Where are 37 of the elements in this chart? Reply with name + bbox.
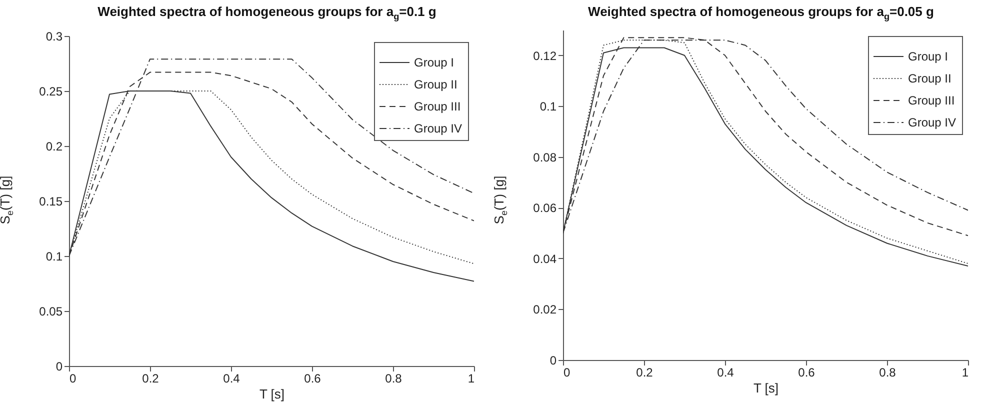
legend-label: Group II: [414, 78, 458, 92]
chart-title: Weighted spectra of homogeneous groups for a$_{g}$=0.05 g: [587, 4, 935, 22]
x-tick-label: 0.2: [636, 366, 654, 380]
chart-title: Weighted spectra of homogeneous groups for a$_{g}$=0.1 g: [96, 4, 438, 22]
x-tick-label: 0.6: [798, 366, 816, 380]
x-tick-label: 0.2: [142, 372, 160, 386]
y-tick-label: 0.05: [39, 304, 63, 318]
y-tick-label: 0.1: [46, 250, 63, 264]
x-tick-label: 0.8: [879, 366, 896, 380]
y-tick-label: 0.2: [46, 140, 63, 154]
legend-label: Group III: [414, 100, 461, 114]
y-tick-label: 0.25: [39, 84, 63, 98]
legend-label: Group IV: [414, 122, 462, 136]
legend-label: Group I: [414, 56, 454, 70]
legend-label: Group IV: [908, 116, 956, 130]
x-tick-label: 0.4: [717, 366, 734, 380]
y-tick-label: 0.02: [533, 302, 557, 317]
x-tick-label: 1: [962, 366, 969, 380]
x-tick-label: 0.4: [223, 372, 240, 386]
y-tick-label: 0.04: [533, 252, 557, 266]
x-tick-label: 0: [70, 372, 76, 386]
x-tick-label: 0.6: [304, 372, 322, 386]
legend-label: Group III: [908, 94, 955, 108]
x-tick-label: 0.8: [385, 372, 402, 386]
y-tick-label: 0.3: [46, 30, 63, 44]
y-tick-label: 0.08: [533, 150, 557, 164]
y-tick-label: 0.06: [533, 201, 557, 216]
x-tick-label: 1: [468, 372, 475, 386]
y-tick-label: 0.15: [39, 194, 63, 208]
x-tick-label: 0: [564, 366, 570, 380]
y-tick-label: 0: [550, 354, 557, 368]
legend-label: Group II: [908, 72, 952, 86]
x-axis-title: T [s]: [753, 380, 779, 396]
x-axis-title: T [s]: [259, 386, 285, 402]
y-tick-label: 0.12: [533, 48, 557, 63]
y-tick-label: 0.1: [540, 100, 557, 114]
legend-label: Group I: [908, 50, 948, 64]
